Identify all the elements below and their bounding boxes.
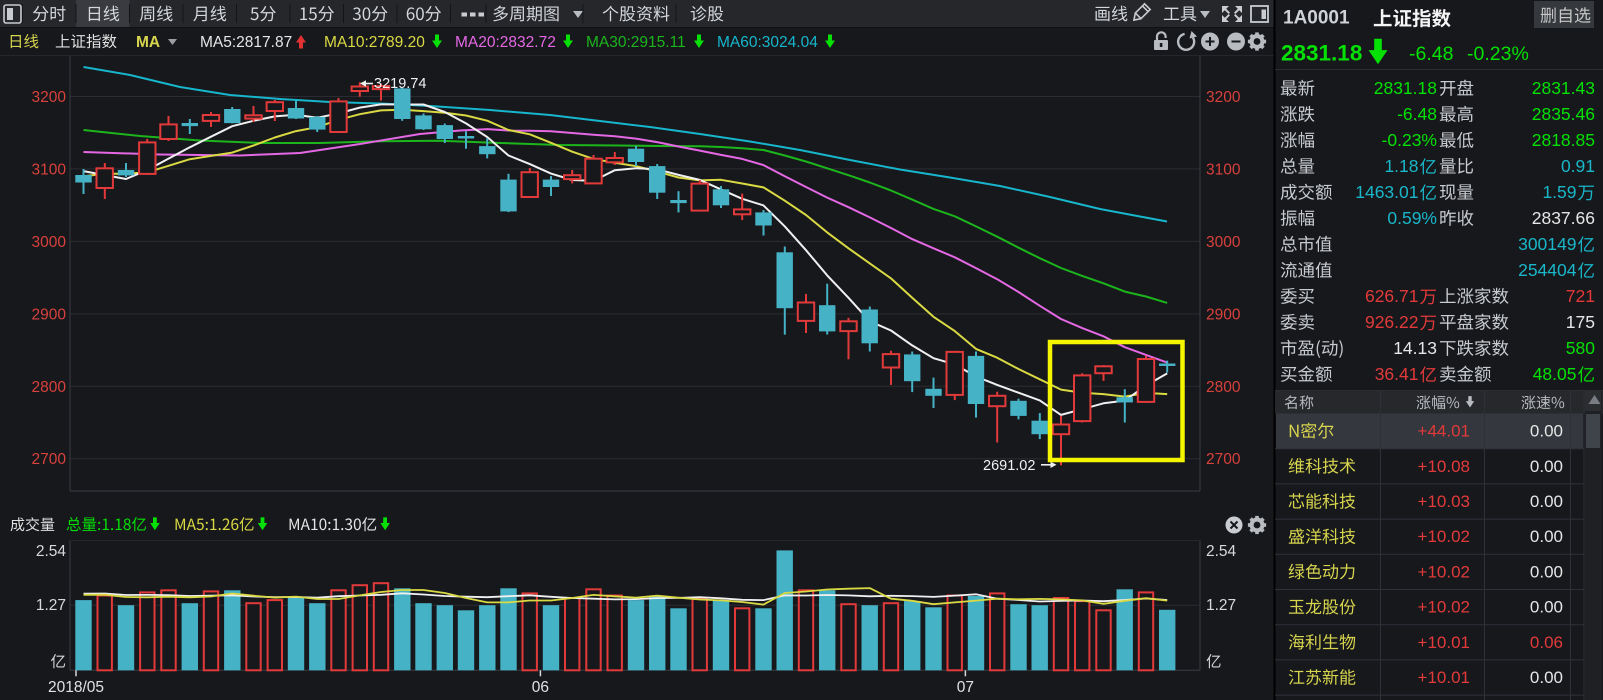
svg-text:0.06: 0.06: [1530, 633, 1563, 652]
svg-text:+10.02: +10.02: [1418, 562, 1470, 581]
svg-text:2800: 2800: [1206, 379, 1241, 396]
svg-text:+10.01: +10.01: [1418, 633, 1470, 652]
svg-text:MA: MA: [136, 34, 160, 51]
svg-text:3219.74: 3219.74: [374, 76, 426, 92]
svg-text:3100: 3100: [32, 161, 67, 178]
svg-text:3200: 3200: [1206, 89, 1241, 106]
svg-text:2900: 2900: [1206, 306, 1241, 323]
svg-text:1A0001: 1A0001: [1283, 8, 1350, 29]
svg-text:1463.01: 1463.01: [1355, 182, 1418, 202]
svg-text:0.00: 0.00: [1530, 562, 1563, 581]
svg-text:3200: 3200: [32, 89, 67, 106]
svg-text:+10.08: +10.08: [1418, 457, 1470, 476]
svg-text:+44.01: +44.01: [1418, 422, 1470, 441]
svg-text:0.00: 0.00: [1530, 527, 1563, 546]
svg-text:0.00: 0.00: [1530, 422, 1563, 441]
svg-text:2800: 2800: [32, 379, 67, 396]
svg-text:926.22: 926.22: [1365, 312, 1419, 332]
svg-text:2.54: 2.54: [36, 543, 67, 560]
svg-text:14.13: 14.13: [1393, 338, 1437, 358]
svg-text:07: 07: [957, 679, 974, 696]
svg-text:2.54: 2.54: [1206, 543, 1237, 560]
svg-text:0.59%: 0.59%: [1387, 208, 1437, 228]
svg-text:2835.46: 2835.46: [1532, 104, 1595, 124]
svg-text:626.71: 626.71: [1365, 286, 1419, 306]
svg-text:1.59: 1.59: [1542, 182, 1576, 202]
svg-text:+10.02: +10.02: [1418, 527, 1470, 546]
svg-text:2700: 2700: [32, 451, 67, 468]
svg-text:MA30:2915.11: MA30:2915.11: [586, 34, 686, 51]
svg-text:3000: 3000: [32, 234, 67, 251]
svg-text:06: 06: [532, 679, 549, 696]
svg-text:2818.85: 2818.85: [1532, 130, 1595, 150]
svg-text:0.91: 0.91: [1561, 156, 1595, 176]
svg-text:+10.02: +10.02: [1418, 598, 1470, 617]
svg-text:175: 175: [1566, 312, 1595, 332]
svg-text:MA10:2789.20: MA10:2789.20: [324, 34, 425, 51]
svg-text:2900: 2900: [32, 306, 67, 323]
svg-text:-0.23%: -0.23%: [1382, 130, 1437, 150]
svg-text:2691.02: 2691.02: [983, 458, 1035, 474]
svg-text:580: 580: [1566, 338, 1595, 358]
svg-text:+10.03: +10.03: [1418, 492, 1470, 511]
svg-text:1.18: 1.18: [1384, 156, 1418, 176]
svg-text:-0.23%: -0.23%: [1467, 43, 1529, 65]
svg-text:2837.66: 2837.66: [1532, 208, 1595, 228]
svg-text:0.00: 0.00: [1530, 668, 1563, 687]
svg-text:-6.48: -6.48: [1397, 104, 1437, 124]
svg-text:36.41: 36.41: [1375, 364, 1419, 384]
svg-text:721: 721: [1566, 286, 1595, 306]
svg-text:-6.48: -6.48: [1409, 43, 1453, 65]
svg-text:254404: 254404: [1518, 260, 1577, 280]
svg-text:0.00: 0.00: [1530, 598, 1563, 617]
svg-text:2700: 2700: [1206, 451, 1241, 468]
svg-text:48.05: 48.05: [1533, 364, 1577, 384]
svg-text:MA20:2832.72: MA20:2832.72: [455, 34, 556, 51]
svg-text:2831.18: 2831.18: [1374, 78, 1437, 98]
svg-text:2831.18: 2831.18: [1281, 41, 1362, 66]
svg-text:+10.01: +10.01: [1418, 668, 1470, 687]
svg-text:MA60:3024.04: MA60:3024.04: [717, 34, 818, 51]
svg-text:2018/05: 2018/05: [48, 679, 104, 696]
svg-text:300149: 300149: [1518, 234, 1576, 254]
svg-text:1.27: 1.27: [36, 597, 66, 614]
svg-text:0.00: 0.00: [1530, 492, 1563, 511]
svg-text:2831.43: 2831.43: [1532, 78, 1595, 98]
svg-text:MA5:2817.87: MA5:2817.87: [200, 34, 292, 51]
svg-text:1.27: 1.27: [1206, 597, 1236, 614]
svg-text:3000: 3000: [1206, 234, 1241, 251]
svg-text:0.00: 0.00: [1530, 457, 1563, 476]
svg-text:3100: 3100: [1206, 161, 1241, 178]
